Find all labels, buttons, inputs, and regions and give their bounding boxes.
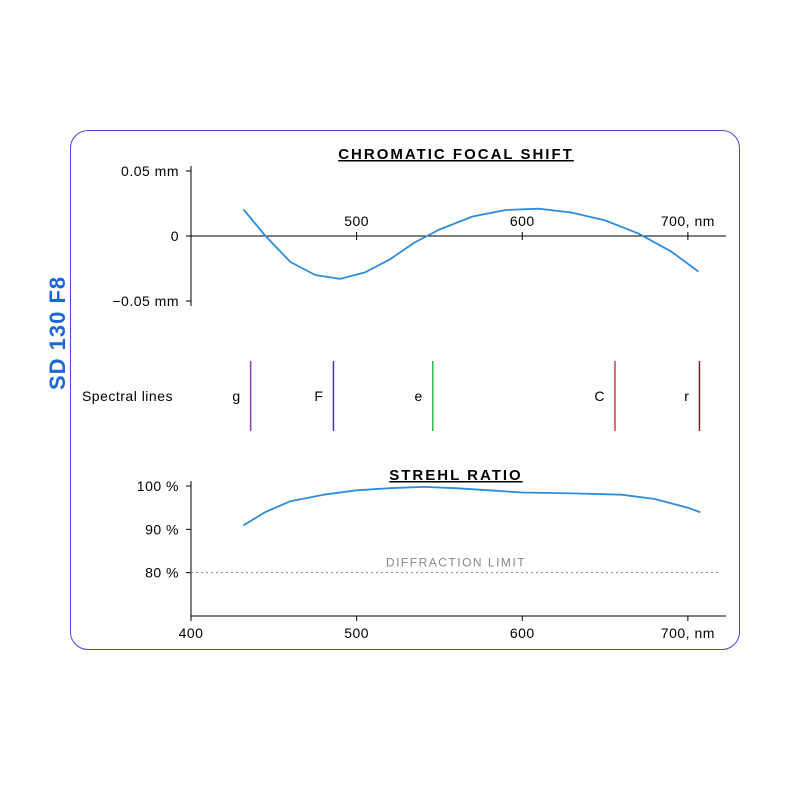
svg-text:600: 600	[510, 625, 535, 641]
side-model-label: SD 130 F8	[45, 276, 71, 390]
svg-text:Spectral lines: Spectral lines	[82, 388, 173, 404]
svg-text:100 %: 100 %	[137, 478, 179, 494]
svg-text:−0.05 mm: −0.05 mm	[112, 293, 179, 309]
chart-area: CHROMATIC FOCAL SHIFT −0.05 mm 0 0.05 mm 500…	[71, 131, 739, 649]
svg-text:g: g	[232, 388, 240, 404]
charts-svg: CHROMATIC FOCAL SHIFT −0.05 mm 0 0.05 mm 500…	[71, 131, 741, 651]
svg-text:r: r	[684, 388, 689, 404]
svg-text:e: e	[415, 388, 423, 404]
svg-text:F: F	[314, 388, 323, 404]
svg-text:80 %: 80 %	[145, 565, 179, 581]
svg-text:0.05 mm: 0.05 mm	[121, 163, 179, 179]
svg-text:500: 500	[344, 625, 369, 641]
svg-text:C: C	[594, 388, 605, 404]
svg-text:STREHL RATIO: STREHL RATIO	[389, 467, 522, 484]
spec-card: CHROMATIC FOCAL SHIFT −0.05 mm 0 0.05 mm 500…	[70, 130, 740, 650]
svg-text:700, nm: 700, nm	[661, 213, 715, 229]
svg-text:600: 600	[510, 213, 535, 229]
svg-text:0: 0	[171, 228, 179, 244]
svg-text:500: 500	[344, 213, 369, 229]
svg-text:90 %: 90 %	[145, 521, 179, 537]
svg-text:400: 400	[179, 625, 204, 641]
svg-text:700, nm: 700, nm	[661, 625, 715, 641]
svg-text:CHROMATIC FOCAL SHIFT: CHROMATIC FOCAL SHIFT	[338, 146, 574, 163]
svg-text:DIFFRACTION LIMIT: DIFFRACTION LIMIT	[386, 556, 526, 570]
